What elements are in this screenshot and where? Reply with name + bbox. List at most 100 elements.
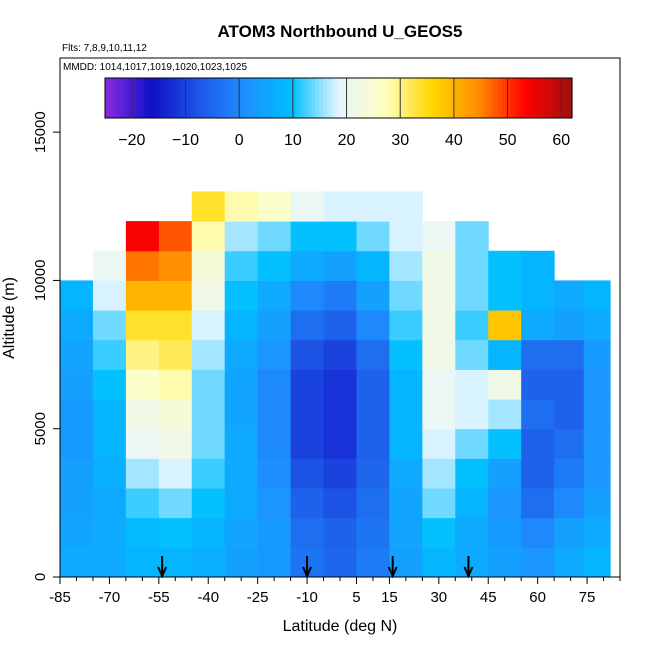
colorbar-segment bbox=[276, 78, 281, 118]
heat-cell bbox=[125, 250, 160, 281]
heat-cell bbox=[92, 547, 127, 578]
heat-cell bbox=[92, 339, 127, 370]
heat-cell bbox=[422, 399, 456, 430]
heat-cell bbox=[583, 339, 611, 370]
heat-cell bbox=[455, 428, 489, 459]
colorbar-segment bbox=[319, 78, 324, 118]
heat-cell bbox=[521, 428, 555, 459]
x-tick-label: 5 bbox=[352, 589, 360, 606]
heat-cell bbox=[455, 399, 489, 430]
heat-cell bbox=[323, 458, 357, 489]
x-tick-label: -10 bbox=[296, 589, 318, 606]
heat-cell bbox=[257, 310, 292, 341]
heat-cell bbox=[191, 547, 226, 578]
colorbar-segment bbox=[361, 78, 367, 118]
colorbar-tick-label: 20 bbox=[338, 132, 356, 149]
colorbar-segment bbox=[159, 78, 164, 118]
x-tick-label: -25 bbox=[247, 589, 269, 606]
colorbar-segment bbox=[529, 78, 534, 118]
heat-cell bbox=[290, 191, 325, 222]
colorbar-segment bbox=[424, 78, 429, 118]
heat-cell bbox=[191, 221, 226, 252]
colorbar-segment bbox=[151, 78, 157, 118]
heat-cell bbox=[290, 280, 325, 311]
colorbar-segment bbox=[521, 78, 526, 118]
heat-cell bbox=[257, 428, 292, 459]
heat-cell bbox=[125, 310, 160, 341]
heat-cell bbox=[125, 399, 160, 430]
colorbar-segment bbox=[190, 78, 196, 118]
colorbar-segment bbox=[210, 78, 215, 118]
colorbar-segment bbox=[482, 78, 487, 118]
heat-cell bbox=[60, 310, 94, 341]
colorbar-segment bbox=[439, 78, 445, 118]
heat-cell bbox=[422, 517, 456, 548]
heat-cell bbox=[583, 517, 611, 548]
colorbar-segment bbox=[392, 78, 398, 118]
heat-cell bbox=[257, 547, 292, 578]
colorbar-segment bbox=[124, 78, 129, 118]
heat-cell bbox=[60, 458, 94, 489]
heat-cell bbox=[583, 399, 611, 430]
heat-cell bbox=[488, 547, 522, 578]
heat-cell bbox=[257, 339, 292, 370]
heat-cell bbox=[191, 399, 226, 430]
heat-cell bbox=[455, 250, 489, 281]
colorbar-segment bbox=[178, 78, 184, 118]
colorbar-segment bbox=[556, 78, 561, 118]
colorbar-segment bbox=[513, 78, 519, 118]
colorbar-segment bbox=[377, 78, 382, 118]
heat-cell bbox=[455, 221, 489, 252]
heat-cell bbox=[455, 280, 489, 311]
colorbar-segment bbox=[112, 78, 118, 118]
heat-cell bbox=[488, 517, 522, 548]
colorbar-segment bbox=[428, 78, 433, 118]
heat-cell bbox=[257, 399, 292, 430]
colorbar-segment bbox=[334, 78, 340, 118]
heat-cell bbox=[60, 428, 94, 459]
heat-cell bbox=[224, 458, 259, 489]
heat-cell bbox=[224, 250, 259, 281]
heat-cell bbox=[125, 221, 160, 252]
heat-cell bbox=[158, 428, 193, 459]
heat-cell bbox=[521, 339, 555, 370]
heat-cell bbox=[224, 428, 259, 459]
heat-cell bbox=[554, 310, 585, 341]
y-tick-label: 15000 bbox=[32, 111, 49, 153]
heat-cell bbox=[290, 488, 325, 519]
colorbar-segment bbox=[416, 78, 421, 118]
colorbar-segment bbox=[564, 78, 569, 118]
x-axis: -85 -70 -55 -40 -25 -10 5 15 30 45 60 75 bbox=[49, 577, 621, 606]
heat-cell bbox=[455, 458, 489, 489]
colorbar-segment bbox=[202, 78, 207, 118]
heat-cell bbox=[224, 191, 259, 222]
colorbar-segment bbox=[221, 78, 227, 118]
colorbar-segment bbox=[548, 78, 554, 118]
colorbar-segment bbox=[494, 78, 499, 118]
colorbar-segment bbox=[256, 78, 262, 118]
colorbar-segment bbox=[400, 78, 406, 118]
colorbar-segment bbox=[420, 78, 425, 118]
colorbar-segment bbox=[105, 78, 110, 118]
heat-cell bbox=[389, 280, 423, 311]
x-tick-label: -55 bbox=[148, 589, 170, 606]
heat-cell bbox=[554, 399, 585, 430]
heat-cell bbox=[554, 488, 585, 519]
colorbar-segment bbox=[346, 78, 351, 118]
heat-cell bbox=[554, 547, 585, 578]
colorbar-segment bbox=[167, 78, 172, 118]
colorbar-segment bbox=[560, 78, 565, 118]
colorbar-segment bbox=[396, 78, 402, 118]
heat-cell bbox=[92, 369, 127, 400]
colorbar-segment bbox=[455, 78, 460, 118]
heat-cell bbox=[224, 280, 259, 311]
colorbar-segment bbox=[544, 78, 550, 118]
heat-cell bbox=[224, 310, 259, 341]
heat-cell bbox=[554, 428, 585, 459]
heat-cell bbox=[158, 250, 193, 281]
heat-cell bbox=[389, 369, 423, 400]
colorbar-segment bbox=[268, 78, 273, 118]
heat-cell bbox=[583, 428, 611, 459]
colorbar-segment bbox=[435, 78, 441, 118]
heat-cell bbox=[521, 488, 555, 519]
